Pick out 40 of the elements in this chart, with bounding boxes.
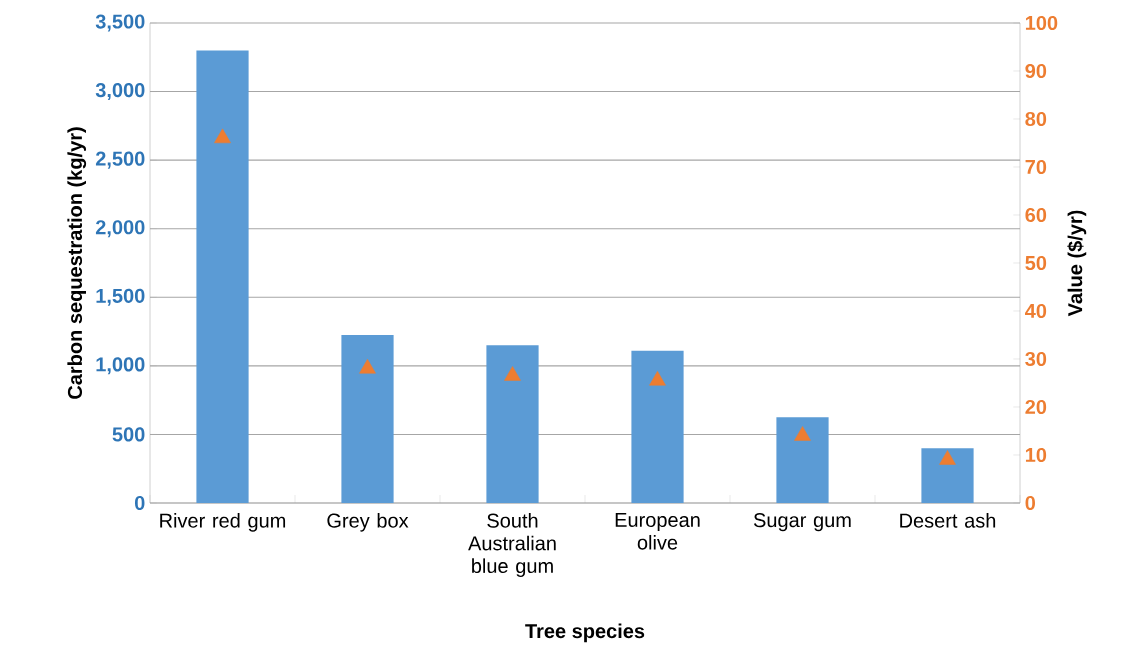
x-axis-title: Tree species xyxy=(525,623,645,643)
y2-tick-label: 100 xyxy=(1025,15,1058,31)
y2-tick-label: 30 xyxy=(1025,351,1047,367)
y2-tick-label: 40 xyxy=(1025,303,1047,319)
x-tick-label: European olive xyxy=(615,513,700,550)
y2-tick-label: 20 xyxy=(1025,399,1047,415)
y2-tick-label: 0 xyxy=(1025,495,1035,511)
y2-tick-label: 80 xyxy=(1025,111,1047,127)
y2-tick-label: 60 xyxy=(1025,207,1047,223)
bar xyxy=(776,417,829,503)
y2-axis-title: Value ($/yr) xyxy=(1067,210,1087,317)
point xyxy=(939,450,956,465)
y2-tick-label: 10 xyxy=(1025,447,1047,463)
bar xyxy=(631,350,684,503)
bar xyxy=(341,334,394,503)
point xyxy=(794,426,811,441)
point xyxy=(504,366,521,381)
y2-tick-label: 90 xyxy=(1025,63,1047,79)
x-tick-label: River red gum xyxy=(160,513,286,532)
y2-tick-label: 70 xyxy=(1025,159,1047,175)
y-tick-label: 2,500 xyxy=(95,151,145,169)
point xyxy=(359,358,376,374)
bar xyxy=(196,50,249,503)
point xyxy=(214,128,231,144)
x-tick-label: South Australian blue gum xyxy=(468,513,556,577)
bar xyxy=(486,345,539,503)
y-tick-label: 3,000 xyxy=(95,83,145,101)
y-tick-label: 3,500 xyxy=(95,14,145,32)
y2-tick-label: 50 xyxy=(1025,255,1047,271)
y-tick-label: 1,500 xyxy=(96,288,145,306)
y-tick-label: 500 xyxy=(112,427,145,442)
y-tick-label: 1,000 xyxy=(96,357,145,375)
point xyxy=(649,370,666,386)
x-tick-label: Sugar gum xyxy=(753,513,851,532)
y-tick-label: 2,000 xyxy=(95,220,145,238)
x-tick-label: Grey box xyxy=(327,513,409,532)
y-axis-title: Carbon sequestration (kg/yr) xyxy=(67,127,87,399)
bar xyxy=(921,448,974,503)
y-tick-label: 0 xyxy=(134,495,145,511)
x-tick-label: Desert ash xyxy=(900,513,996,528)
